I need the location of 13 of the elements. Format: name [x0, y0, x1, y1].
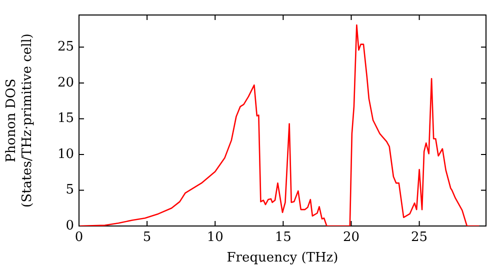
- y-tick-label: 15: [57, 111, 74, 126]
- y-tick-label: 10: [57, 146, 74, 162]
- y-tick-label: 5: [66, 182, 74, 198]
- x-tick-label: 20: [342, 230, 360, 246]
- x-tick-label: 5: [142, 230, 152, 246]
- x-tick-label: 10: [206, 230, 224, 246]
- x-axis-title: Frequency (THz): [226, 250, 338, 266]
- x-tick-label: 25: [411, 230, 428, 246]
- y-tick-label: 20: [57, 75, 74, 90]
- y-tick-label: 0: [66, 218, 74, 234]
- y-tick-label: 25: [57, 40, 74, 55]
- x-tick-label: 15: [274, 230, 292, 246]
- y-axis-title: Phonon DOS (States/THz·primitive cell): [4, 33, 35, 208]
